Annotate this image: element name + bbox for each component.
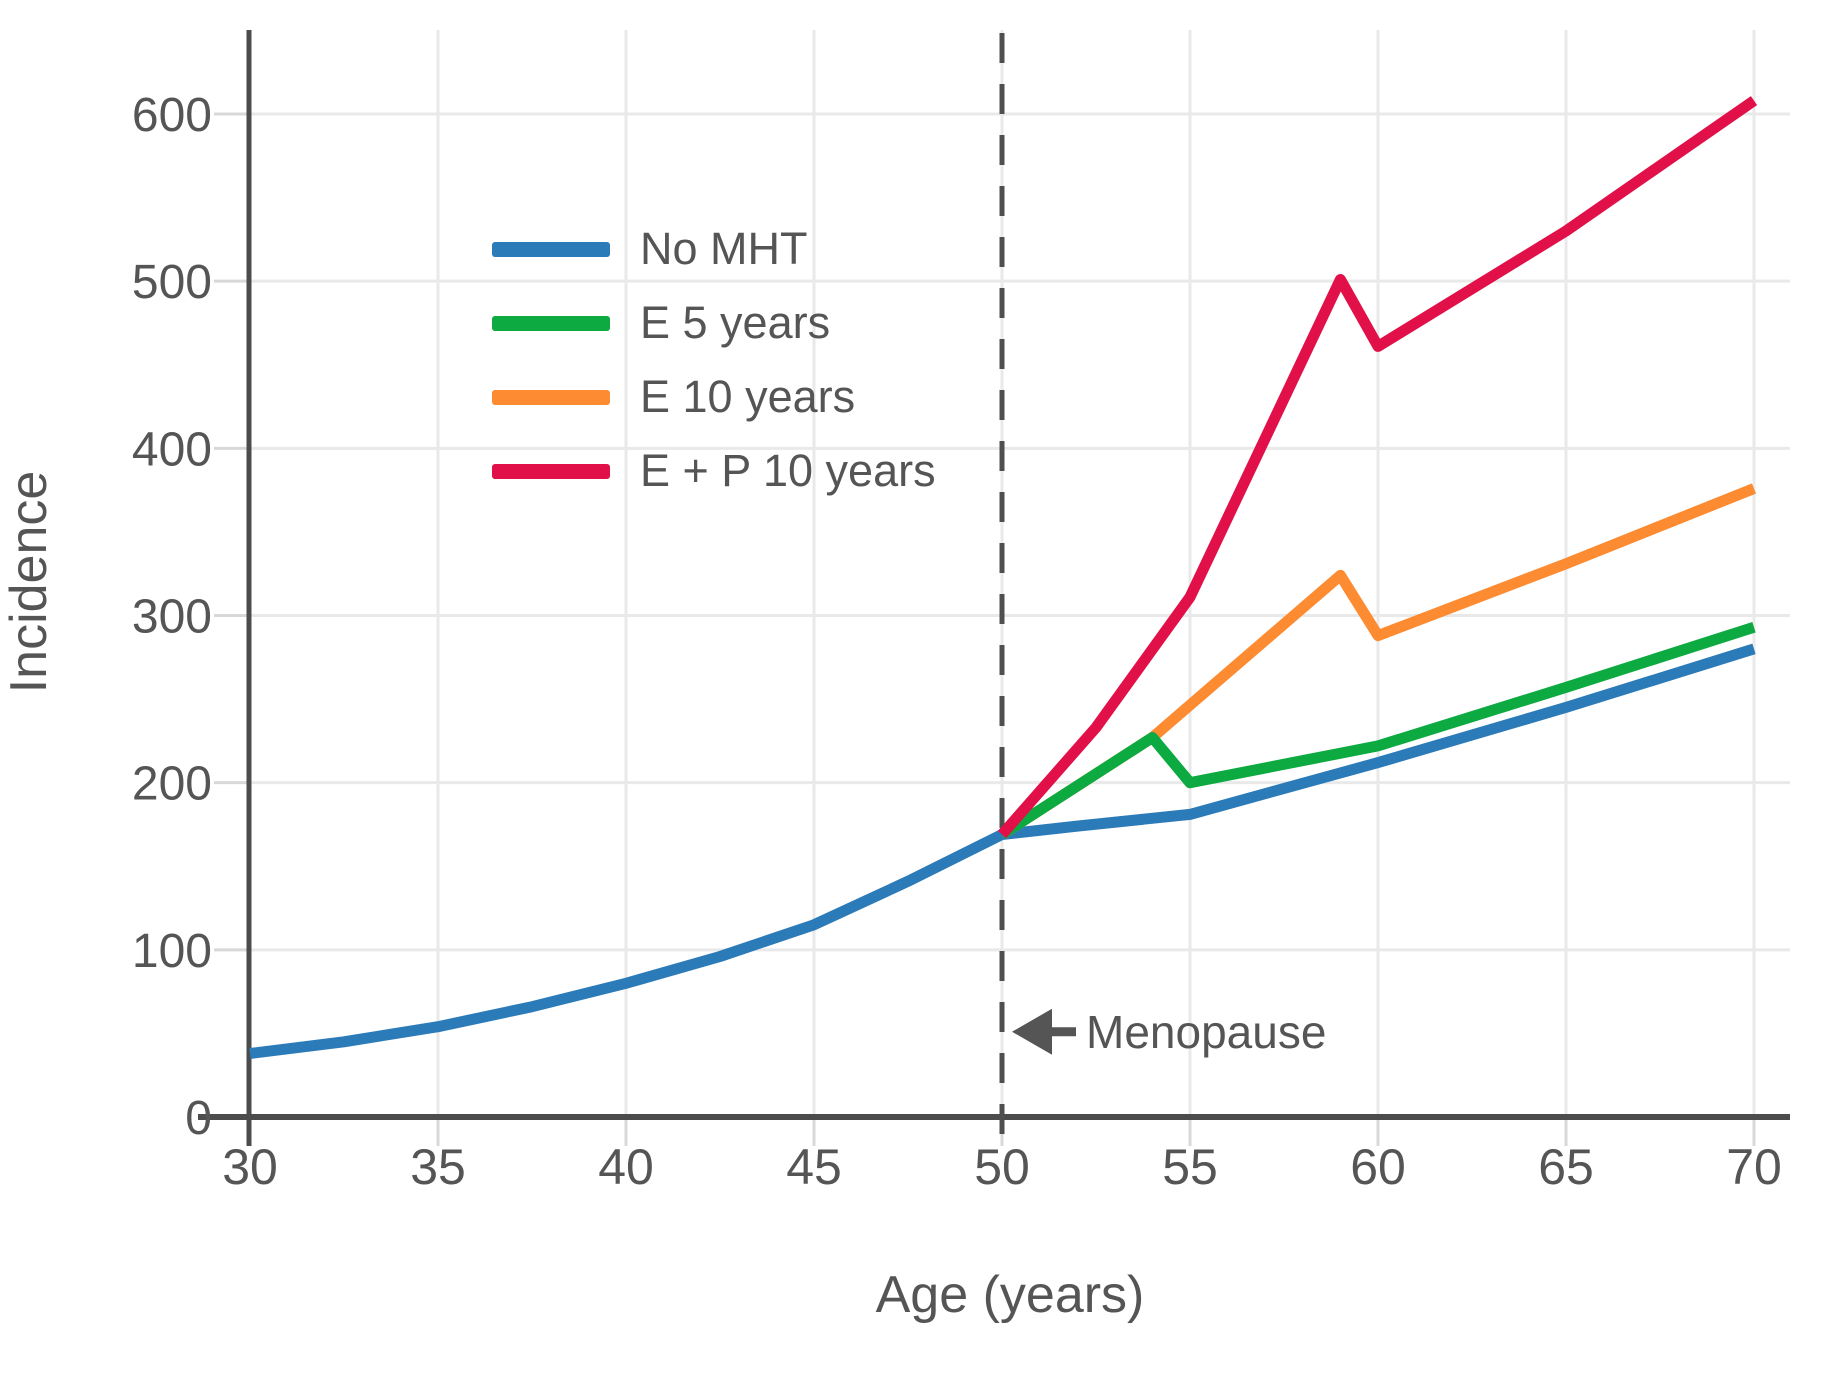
curve-e-5-years bbox=[999, 621, 1756, 840]
x-tick-label-55: 55 bbox=[1162, 1139, 1218, 1195]
x-tick-label-30: 30 bbox=[222, 1139, 278, 1195]
legend-label-e10: E 10 years bbox=[640, 371, 856, 422]
menopause-annotation-label: Menopause bbox=[1086, 1006, 1326, 1058]
y-tick-label-200: 200 bbox=[132, 758, 212, 811]
legend-swatch-e10 bbox=[492, 389, 610, 405]
y-tick-label-500: 500 bbox=[132, 256, 212, 309]
legend-label-no-mht: No MHT bbox=[640, 223, 808, 274]
legend-swatch-ep10 bbox=[492, 463, 610, 479]
y-tick-label-300: 300 bbox=[132, 590, 212, 643]
menopause-arrow-head bbox=[1012, 1008, 1052, 1055]
y-tick-label-0: 0 bbox=[185, 1092, 212, 1145]
x-tick-label-45: 45 bbox=[786, 1139, 842, 1195]
x-tick-label-60: 60 bbox=[1350, 1139, 1406, 1195]
x-axis-title: Age (years) bbox=[876, 1266, 1145, 1324]
x-tick-label-40: 40 bbox=[598, 1139, 654, 1195]
legend-swatch-no-mht bbox=[492, 241, 610, 257]
y-axis-title: Incidence bbox=[0, 471, 58, 694]
x-tick-label-70: 70 bbox=[1726, 1139, 1782, 1195]
legend-item-no-mht: No MHT bbox=[492, 212, 936, 286]
x-tick-label-65: 65 bbox=[1538, 1139, 1594, 1195]
legend-item-e5: E 5 years bbox=[492, 286, 936, 360]
chart-layer: 30 35 40 45 50 55 60 65 70 0 100 200 300 400 500 600 bbox=[132, 30, 1790, 1195]
y-tick-label-100: 100 bbox=[132, 925, 212, 978]
x-tick-label-50: 50 bbox=[974, 1139, 1030, 1195]
y-tick-label-400: 400 bbox=[132, 423, 212, 476]
legend-label-e5: E 5 years bbox=[640, 297, 831, 348]
legend-item-ep10: E + P 10 years bbox=[492, 434, 936, 508]
y-tick-label-600: 600 bbox=[132, 89, 212, 142]
x-tick-label-35: 35 bbox=[410, 1139, 466, 1195]
curve-no-mht bbox=[249, 643, 1756, 1059]
legend-item-e10: E 10 years bbox=[492, 360, 936, 434]
curve-e-p-10-years bbox=[997, 96, 1758, 839]
legend-label-ep10: E + P 10 years bbox=[640, 445, 936, 496]
legend-swatch-e5 bbox=[492, 315, 610, 331]
legend: No MHT E 5 years E 10 years E + P 10 yea… bbox=[492, 212, 936, 508]
